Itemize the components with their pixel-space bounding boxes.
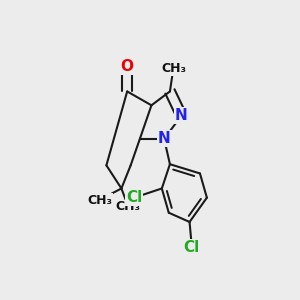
Text: CH₃: CH₃ — [161, 62, 186, 75]
Text: Cl: Cl — [184, 240, 200, 255]
Text: CH₃: CH₃ — [87, 194, 112, 206]
Text: N: N — [175, 108, 188, 123]
Text: O: O — [121, 58, 134, 74]
Text: N: N — [158, 131, 170, 146]
Text: CH₃: CH₃ — [116, 200, 141, 213]
Text: Cl: Cl — [126, 190, 142, 205]
